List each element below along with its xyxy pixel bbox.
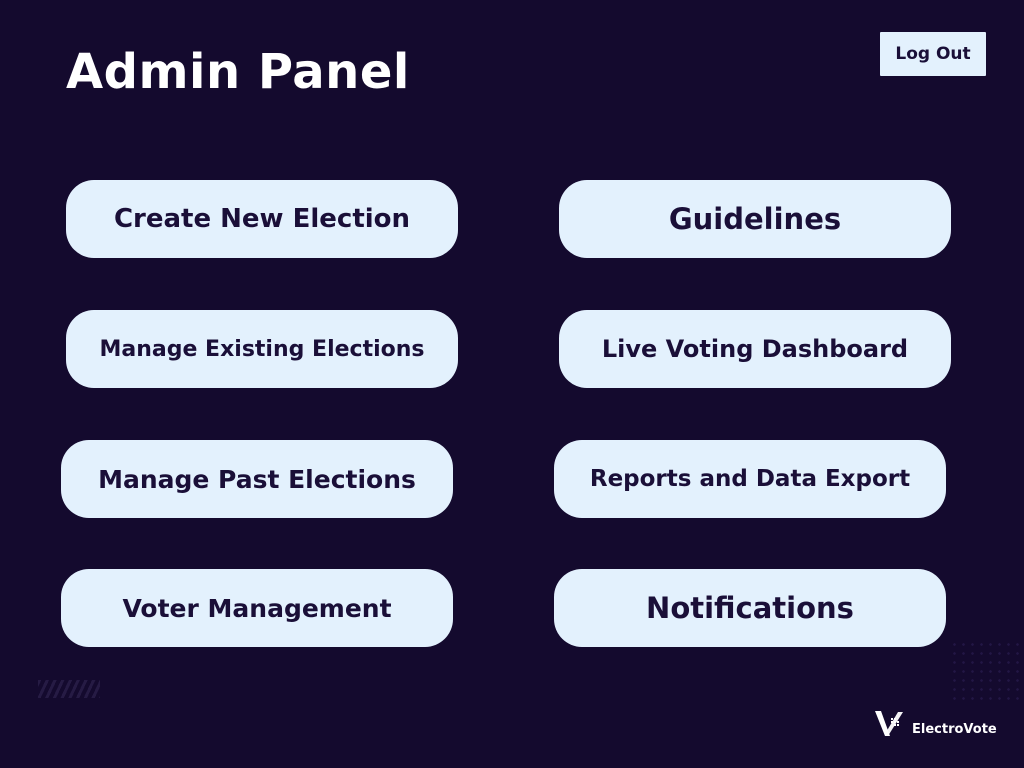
create-new-election-button[interactable]: Create New Election xyxy=(66,180,458,258)
live-voting-dashboard-label: Live Voting Dashboard xyxy=(601,335,909,363)
logout-button[interactable]: Log Out xyxy=(880,32,986,76)
page-title: Admin Panel xyxy=(66,44,410,100)
manage-past-elections-label: Manage Past Elections xyxy=(98,464,416,494)
manage-existing-elections-button[interactable]: Manage Existing Elections xyxy=(66,310,458,388)
decorative-dot-grid xyxy=(950,640,1024,700)
brand-name: ElectroVote xyxy=(912,721,997,737)
manage-existing-elections-label: Manage Existing Elections xyxy=(99,336,425,362)
manage-past-elections-button[interactable]: Manage Past Elections xyxy=(61,440,453,518)
voter-management-label: Voter Management xyxy=(122,593,392,623)
notifications-label: Notifications xyxy=(646,591,854,625)
guidelines-button[interactable]: Guidelines xyxy=(559,180,951,258)
guidelines-label: Guidelines xyxy=(668,202,842,236)
reports-and-data-export-label: Reports and Data Export xyxy=(589,466,911,492)
live-voting-dashboard-button[interactable]: Live Voting Dashboard xyxy=(559,310,951,388)
electrovote-logo-icon xyxy=(875,711,903,736)
brand-logo: ElectroVote xyxy=(872,706,997,742)
decorative-hatch xyxy=(38,680,100,698)
voter-management-button[interactable]: Voter Management xyxy=(61,569,453,647)
notifications-button[interactable]: Notifications xyxy=(554,569,946,647)
reports-and-data-export-button[interactable]: Reports and Data Export xyxy=(554,440,946,518)
create-new-election-label: Create New Election xyxy=(113,204,411,234)
